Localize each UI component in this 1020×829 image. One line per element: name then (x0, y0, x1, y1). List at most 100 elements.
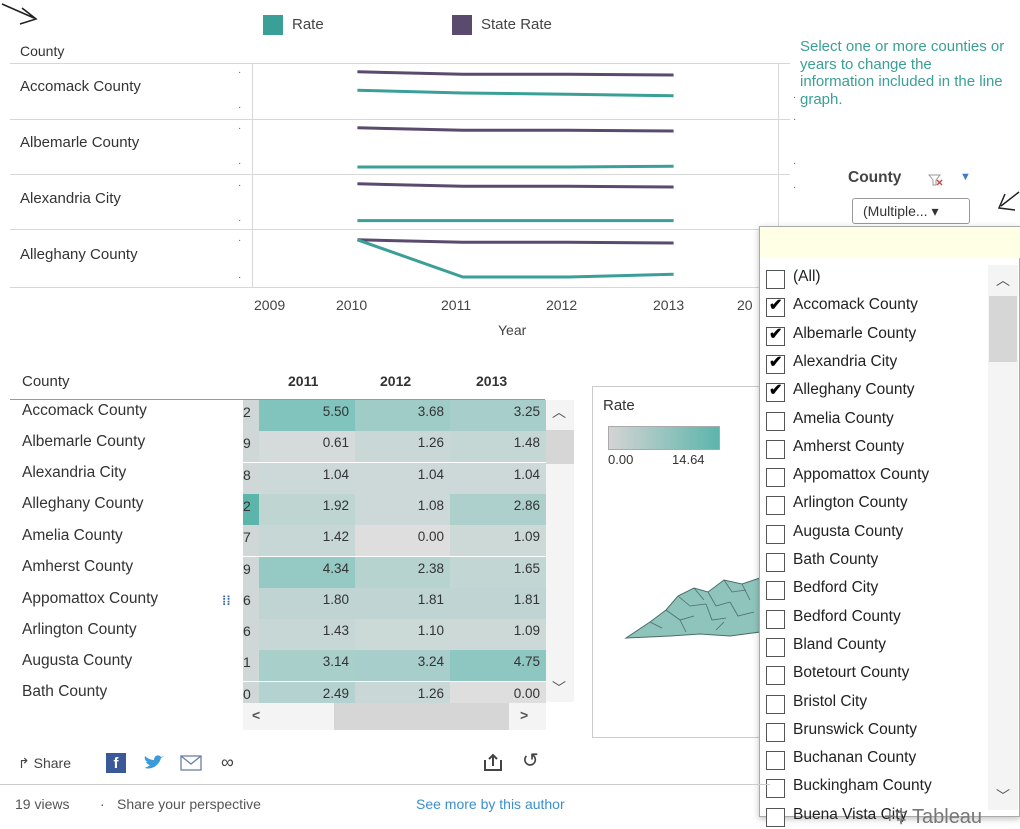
table-cell[interactable]: 2.38 (355, 556, 450, 588)
scroll-thumb[interactable] (989, 296, 1017, 362)
state-rate-line-accomack-county[interactable] (357, 70, 674, 77)
checklist-item-label[interactable]: Arlington County (793, 494, 908, 512)
checklist-item-label[interactable]: Bedford County (793, 607, 901, 625)
checkbox[interactable] (766, 694, 785, 714)
link-icon[interactable]: ∞ (221, 752, 234, 772)
table-cell[interactable]: 3.14 (259, 650, 355, 682)
table-header-year[interactable]: 2012 (380, 373, 412, 389)
tableau-logo[interactable]: +‡ Tableau (884, 806, 983, 828)
checkbox[interactable] (766, 609, 785, 629)
table-cell[interactable]: 1.80 (259, 587, 355, 619)
checkbox[interactable]: ✔ (766, 354, 785, 374)
scroll-down-icon[interactable]: ﹀ (552, 680, 566, 696)
rate-line-albemarle-county[interactable] (357, 164, 674, 169)
table-cell[interactable]: 1.81 (355, 587, 450, 619)
table-row-label[interactable]: Alexandria City (22, 464, 127, 481)
table-cell[interactable]: 1.04 (355, 462, 450, 494)
table-row-label[interactable]: Amherst County (22, 558, 134, 575)
table-row-label[interactable]: Arlington County (22, 621, 137, 638)
view-data-icon[interactable]: ⁞⁞ (222, 593, 231, 608)
table-cell[interactable]: 1.42 (259, 525, 355, 557)
state-rate-line-alleghany-county[interactable] (357, 238, 674, 245)
table-cell[interactable]: 1.04 (450, 462, 546, 494)
line-chart-plot[interactable] (252, 63, 779, 287)
table-cell[interactable]: 3.25 (450, 400, 546, 431)
checkbox[interactable] (766, 581, 785, 601)
scroll-left-icon[interactable]: < (252, 707, 261, 723)
dropdown-search-input[interactable] (760, 227, 1020, 258)
scroll-thumb[interactable] (546, 430, 574, 464)
state-rate-line-albemarle-county[interactable] (357, 126, 674, 133)
table-cell-partial[interactable]: 2 (243, 493, 259, 525)
see-more-link[interactable]: See more by this author (416, 796, 565, 812)
line-chart-row-label[interactable]: Accomack County (20, 78, 141, 95)
line-chart-row-label[interactable]: Albemarle County (20, 134, 140, 151)
checkbox[interactable] (766, 439, 785, 459)
rate-line-alleghany-county[interactable] (356, 238, 674, 279)
checklist-item-label[interactable]: Alleghany County (793, 381, 915, 399)
download-icon[interactable] (482, 752, 504, 772)
table-cell[interactable]: 1.10 (355, 619, 450, 651)
table-cell[interactable]: 1.81 (450, 587, 546, 619)
checklist-item-label[interactable]: Brunswick County (793, 720, 918, 738)
table-cell[interactable]: 3.68 (355, 400, 450, 431)
clear-filter-icon[interactable] (928, 173, 944, 187)
table-row-label[interactable]: Augusta County (22, 652, 133, 669)
line-chart-row-label[interactable]: Alleghany County (20, 246, 138, 263)
table-cell-partial[interactable]: 7 (243, 525, 259, 557)
checklist-item-label[interactable]: Amelia County (793, 409, 894, 427)
checkbox[interactable] (766, 637, 785, 657)
scroll-up-icon[interactable]: ︿ (996, 272, 1010, 288)
table-cell-partial[interactable]: 2 (243, 400, 259, 431)
checklist-item-label[interactable]: Alexandria City (793, 352, 898, 370)
checkbox[interactable] (766, 411, 785, 431)
checklist-item-label[interactable]: (All) (793, 268, 821, 285)
filter-dropdown-button[interactable]: (Multiple... ▾ (852, 198, 970, 224)
checkbox[interactable] (766, 553, 785, 572)
checklist-item-label[interactable]: Bland County (793, 635, 887, 653)
table-header-year[interactable]: 2013 (476, 373, 508, 389)
checklist-item-label[interactable]: Bath County (793, 551, 879, 568)
table-row-label[interactable]: Accomack County (22, 402, 147, 419)
checklist-item-label[interactable]: Albemarle County (793, 324, 917, 342)
table-cell-partial[interactable]: 6 (243, 587, 259, 619)
scroll-thumb[interactable] (334, 703, 509, 730)
state-rate-line-alexandria-city[interactable] (357, 182, 674, 189)
table-header-county[interactable]: County (22, 373, 70, 390)
checkbox[interactable] (766, 468, 785, 488)
table-cell[interactable]: 0.61 (259, 431, 355, 463)
rate-line-accomack-county[interactable] (357, 88, 674, 98)
checkbox[interactable] (766, 807, 785, 827)
checklist-item-label[interactable]: Buchanan County (793, 749, 917, 767)
checkbox[interactable] (766, 496, 785, 516)
checkbox[interactable] (766, 722, 785, 742)
table-row-label[interactable]: Amelia County (22, 527, 123, 544)
table-cell[interactable]: 1.43 (259, 619, 355, 651)
checkbox[interactable]: ✔ (766, 297, 785, 318)
scroll-down-icon[interactable]: ﹀ (996, 788, 1010, 804)
table-row-label[interactable]: Bath County (22, 683, 108, 700)
checkbox[interactable]: ✔ (766, 326, 785, 346)
table-cell-partial[interactable]: 6 (243, 619, 259, 651)
line-chart-row-label[interactable]: Alexandria City (20, 190, 121, 207)
table-cell[interactable]: 2.86 (450, 493, 546, 525)
checkbox[interactable] (766, 524, 785, 544)
checklist-item-label[interactable]: Buena Vista City (793, 805, 908, 823)
share-button[interactable]: ↱ Share (18, 755, 71, 772)
share-perspective-link[interactable]: Share your perspective (117, 796, 261, 812)
scroll-up-icon[interactable]: ︿ (552, 404, 566, 420)
checklist-item-label[interactable]: Bedford City (793, 579, 879, 597)
checkbox[interactable] (766, 666, 785, 686)
checklist-item-label[interactable]: Amherst County (793, 437, 905, 455)
table-cell[interactable]: 4.34 (259, 556, 355, 588)
checklist-item-label[interactable]: Buckingham County (793, 777, 932, 795)
table-cell[interactable]: 1.65 (450, 556, 546, 588)
filter-menu-caret-icon[interactable]: ▼ (960, 171, 971, 183)
checklist-item-label[interactable]: Botetourt County (793, 664, 910, 682)
table-row-label[interactable]: Alleghany County (22, 495, 144, 512)
table-cell-partial[interactable]: 9 (243, 556, 259, 588)
table-cell[interactable]: 5.50 (259, 400, 355, 431)
table-cell[interactable]: 1.08 (355, 493, 450, 525)
table-cell[interactable]: 3.24 (355, 650, 450, 682)
scroll-right-icon[interactable]: > (520, 707, 529, 723)
